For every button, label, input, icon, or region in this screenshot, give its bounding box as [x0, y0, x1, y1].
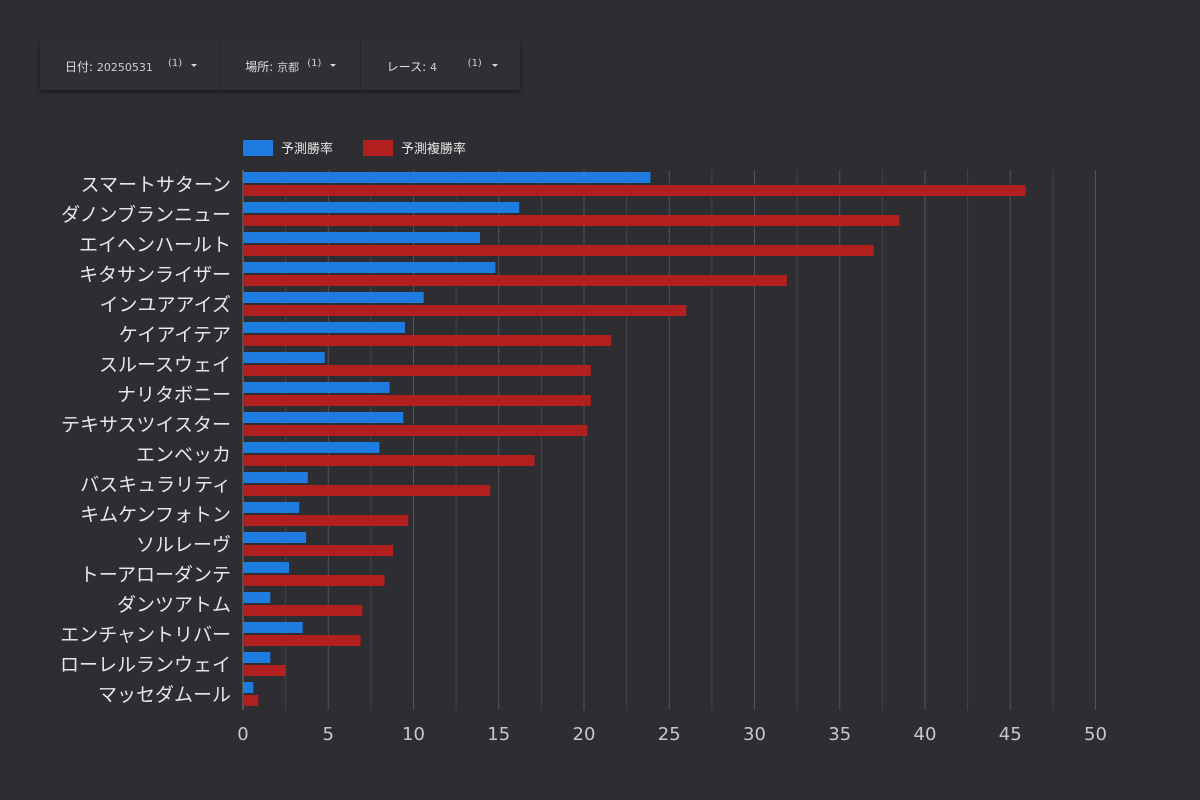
category-label-0: スマートサターン	[81, 174, 231, 196]
bar-place-16	[243, 665, 286, 676]
bar-win-4	[243, 292, 424, 303]
category-label-17: マッセダムール	[98, 684, 231, 706]
category-label-6: スルースウェイ	[99, 354, 231, 376]
bar-place-0	[243, 185, 1026, 196]
bar-win-11	[243, 502, 300, 513]
bar-win-7	[243, 382, 390, 393]
category-label-16: ローレルランウェイ	[60, 654, 231, 676]
date-filter-label: 日付: 20250531	[65, 60, 153, 74]
bar-place-1	[243, 215, 900, 226]
bar-place-6	[243, 365, 591, 376]
x-tick-label-7: 35	[828, 724, 851, 745]
bar-win-9	[243, 442, 380, 453]
category-label-13: トーアローダンテ	[80, 564, 231, 586]
bar-place-15	[243, 635, 361, 646]
category-label-4: インユアアイズ	[100, 294, 231, 316]
x-tick-label-8: 40	[914, 724, 937, 745]
x-tick-label-6: 30	[743, 724, 766, 745]
bar-place-7	[243, 395, 591, 406]
bar-win-10	[243, 472, 308, 483]
date-filter[interactable]: 日付: 20250531 (1)	[40, 40, 221, 90]
race-filter[interactable]: レース: 4 (1)	[361, 40, 520, 90]
venue-filter-count: (1)	[307, 58, 322, 69]
x-tick-label-0: 0	[237, 724, 248, 745]
bar-win-13	[243, 562, 290, 573]
filter-bar: 日付: 20250531 (1) 場所: 京都 (1) レース: 4 (1)	[40, 40, 520, 90]
bar-win-2	[243, 232, 480, 243]
x-tick-label-1: 5	[323, 724, 334, 745]
date-filter-count: (1)	[168, 58, 183, 69]
bar-win-14	[243, 592, 271, 603]
race-filter-label: レース: 4	[386, 60, 437, 74]
bar-win-17	[243, 682, 254, 693]
race-filter-count: (1)	[467, 58, 482, 69]
bar-win-0	[243, 172, 651, 183]
bar-place-11	[243, 515, 409, 526]
category-label-15: エンチャントリバー	[60, 624, 231, 646]
bar-place-14	[243, 605, 363, 616]
bar-place-10	[243, 485, 491, 496]
bar-place-3	[243, 275, 787, 286]
caret-down-icon	[330, 64, 337, 67]
bar-place-13	[243, 575, 385, 586]
venue-filter-label: 場所: 京都	[245, 60, 300, 74]
category-label-7: ナリタボニー	[117, 384, 231, 406]
legend-swatch-1	[363, 140, 393, 156]
bar-win-8	[243, 412, 404, 423]
bar-win-6	[243, 352, 325, 363]
x-tick-label-10: 50	[1084, 724, 1107, 745]
x-tick-label-5: 25	[658, 724, 681, 745]
bar-place-8	[243, 425, 588, 436]
category-label-1: ダノンブランニュー	[61, 203, 231, 226]
bar-place-9	[243, 455, 535, 466]
legend-swatch-0	[243, 140, 273, 156]
category-label-14: ダンツアトム	[117, 594, 231, 616]
legend-label-0: 予測勝率	[281, 141, 333, 157]
category-label-2: エイヘンハールト	[79, 234, 231, 256]
bar-win-3	[243, 262, 496, 273]
bar-place-2	[243, 245, 874, 256]
category-label-8: テキサスツイスター	[61, 414, 231, 436]
bar-win-15	[243, 622, 303, 633]
bar-place-17	[243, 695, 259, 706]
x-tick-label-2: 10	[402, 724, 425, 745]
legend-label-1: 予測複勝率	[401, 141, 466, 157]
bar-win-5	[243, 322, 405, 333]
bar-win-12	[243, 532, 307, 543]
category-label-11: キムケンフォトン	[80, 504, 231, 526]
caret-down-icon	[191, 64, 197, 67]
category-label-5: ケイアイテア	[119, 324, 231, 346]
category-label-3: キタサンライザー	[79, 264, 231, 286]
bar-win-16	[243, 652, 271, 663]
category-label-12: ソルレーヴ	[136, 534, 231, 556]
x-tick-label-9: 45	[999, 724, 1022, 745]
category-label-9: エンベッカ	[136, 444, 231, 466]
x-tick-label-3: 15	[487, 724, 510, 745]
caret-down-icon	[491, 64, 498, 67]
bar-place-4	[243, 305, 687, 316]
bar-place-5	[243, 335, 612, 346]
bar-win-1	[243, 202, 520, 213]
venue-filter[interactable]: 場所: 京都 (1)	[220, 40, 361, 90]
category-label-10: バスキュラリティ	[80, 474, 231, 496]
bar-place-12	[243, 545, 394, 556]
x-tick-label-4: 20	[573, 724, 596, 745]
